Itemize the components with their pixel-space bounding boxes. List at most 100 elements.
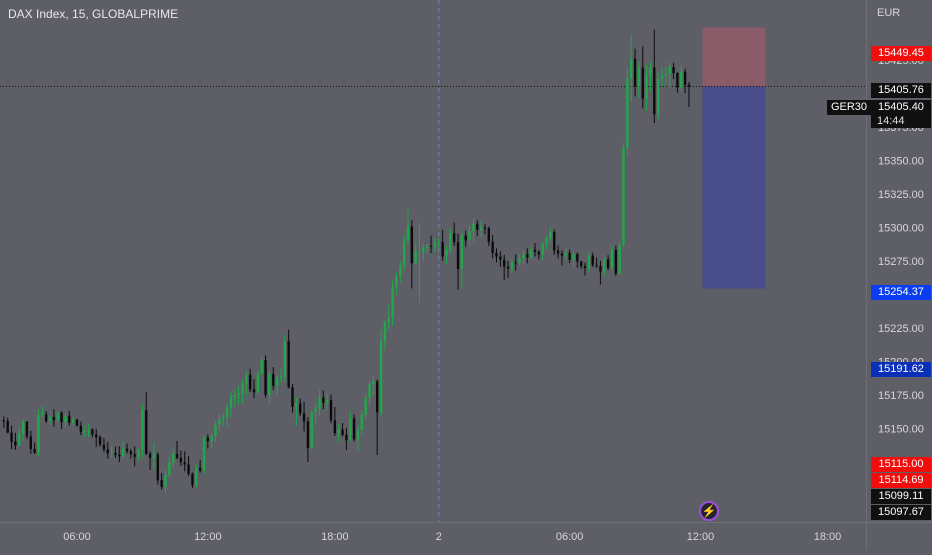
candle-body (110, 452, 113, 454)
candle-body (549, 231, 552, 239)
candle-body (529, 249, 533, 258)
candle-body (52, 416, 56, 421)
candle-body (402, 240, 406, 266)
candle-body (426, 245, 429, 248)
candle-body (310, 412, 313, 448)
y-tick-label: 15175.00 (878, 390, 924, 402)
candle-body (560, 253, 564, 256)
candle-body (175, 453, 179, 459)
candle-body (318, 397, 321, 409)
candle-body (233, 395, 236, 397)
candle-body (341, 429, 344, 435)
candle-body (441, 242, 444, 257)
candle-body (618, 245, 621, 274)
candle-body (102, 444, 106, 450)
candle-body (476, 223, 479, 230)
price-tag-level-dark-2: 15097.67 (871, 505, 931, 520)
candle-body (260, 360, 263, 374)
candle-body (21, 421, 25, 434)
candle-body (325, 399, 329, 403)
candle-body (64, 415, 67, 423)
candle-body (41, 414, 44, 416)
candle-body (364, 398, 367, 415)
x-tick-label: 06:00 (556, 531, 584, 543)
candle-body (391, 286, 394, 319)
candle-body (591, 255, 594, 265)
y-tick-label: 15350.00 (878, 156, 924, 168)
candle-body (168, 462, 171, 475)
candle-body (595, 264, 598, 266)
candle-body (241, 383, 244, 394)
candle-body (91, 429, 94, 435)
candle-body (479, 227, 483, 230)
candle-body (406, 226, 410, 241)
bar-countdown: 14:44 (871, 114, 931, 128)
candle-body (449, 233, 452, 251)
candle-body (306, 421, 310, 448)
candle-body (71, 419, 75, 423)
candle-body (568, 252, 571, 260)
candle-body (630, 58, 633, 79)
candle-body (152, 454, 156, 459)
lightning-icon[interactable]: ⚡ (699, 501, 719, 521)
y-tick-label: 15275.00 (878, 256, 924, 268)
candle-body (333, 420, 337, 434)
candle-body (56, 412, 59, 421)
candle-body (660, 75, 664, 79)
y-tick-label: 15325.00 (878, 189, 924, 201)
y-tick-label: 15225.00 (878, 323, 924, 335)
take-profit-zone (702, 86, 766, 289)
candle-body (680, 71, 683, 88)
y-tick-label: 15300.00 (878, 223, 924, 235)
candle-body (245, 374, 248, 384)
candle-body (437, 242, 440, 244)
currency-label[interactable]: EUR (877, 7, 901, 19)
candle-body (172, 453, 175, 463)
candle-body (295, 403, 298, 407)
candle-body (641, 67, 644, 99)
candle-body (291, 387, 294, 407)
candle-body (587, 255, 591, 269)
candle-body (202, 437, 206, 471)
candle-body (198, 468, 202, 471)
candle-body (75, 419, 79, 426)
candle-body (576, 254, 579, 262)
candle-body (526, 254, 529, 258)
candle-body (214, 424, 217, 437)
candle-body (345, 434, 348, 441)
candle-body (564, 252, 567, 256)
candle-body (495, 252, 498, 257)
candle-body (44, 414, 48, 422)
symbol-tag: GER30 (827, 100, 871, 115)
candle-body (29, 436, 32, 449)
candle-body (483, 227, 487, 229)
candle-body (514, 262, 517, 264)
candle-body (522, 254, 525, 259)
price-tag-level-red-1: 15115.00 (871, 457, 931, 472)
candle-body (106, 449, 109, 454)
candle-body (491, 241, 494, 253)
candle-body (626, 78, 629, 148)
candle-body (148, 453, 152, 459)
candle-body (418, 251, 421, 253)
chart-title: DAX Index, 15, GLOBALPRIME (8, 7, 179, 21)
candle-body (487, 228, 491, 242)
candle-body (510, 262, 514, 269)
candle-body (279, 376, 283, 378)
x-tick-label: 18:00 (321, 531, 349, 543)
candle-body (287, 341, 290, 388)
candle-body (37, 414, 40, 453)
candle-body (125, 448, 129, 452)
candle-body (322, 397, 325, 403)
candle-body (302, 413, 306, 422)
candle-body (572, 254, 575, 260)
candle-body (356, 430, 360, 440)
candle-body (360, 414, 363, 431)
candle-body (137, 449, 140, 457)
candle-body (14, 441, 17, 446)
candle-body (537, 251, 541, 255)
candle-body (25, 421, 29, 437)
candle-body (60, 412, 63, 423)
